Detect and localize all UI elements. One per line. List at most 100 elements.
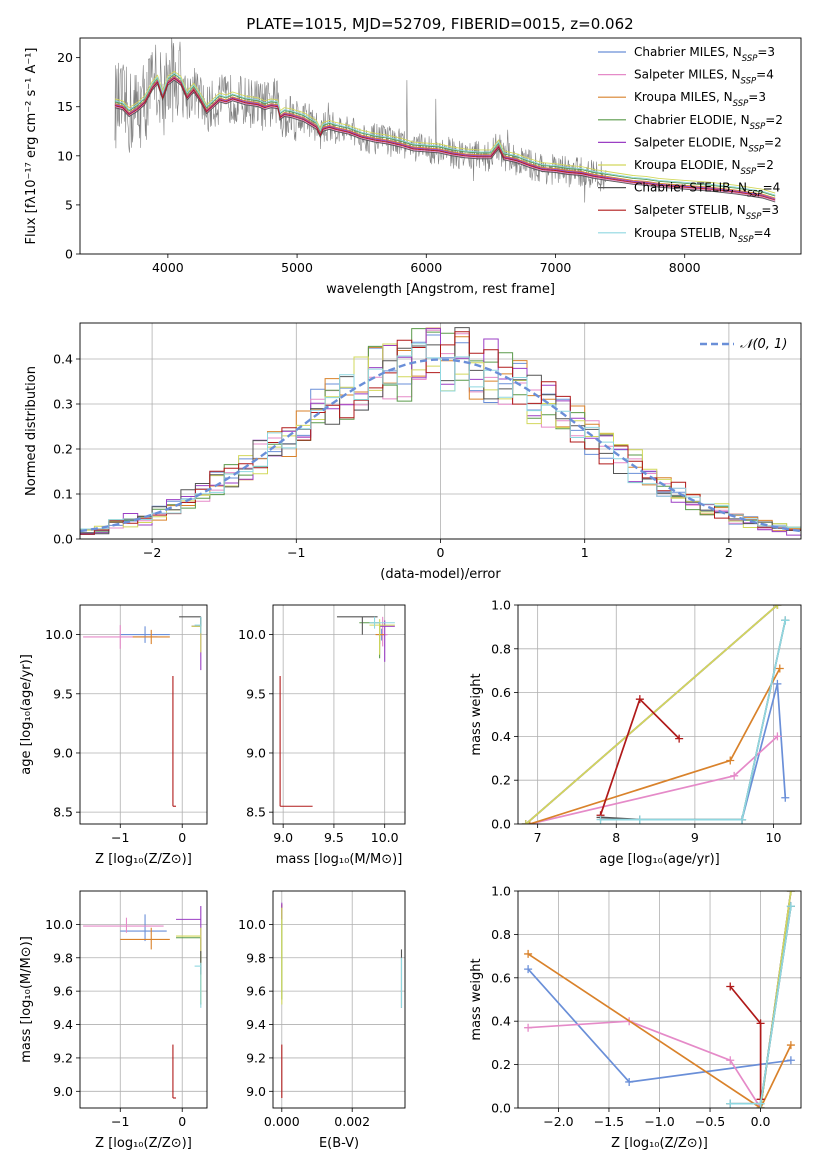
marker-chabrier-miles bbox=[773, 679, 782, 688]
tick-label-y: 9.4 bbox=[246, 1017, 266, 1032]
legend-label: 𝒩(0, 1) bbox=[740, 337, 787, 352]
tick-label-x: 5000 bbox=[281, 260, 313, 275]
series-kroupa-miles bbox=[527, 953, 792, 1108]
legend-subscript: SSP bbox=[738, 235, 754, 245]
tick-label-y: 0.0 bbox=[491, 1101, 511, 1116]
tick-label-x: −1 bbox=[111, 1114, 129, 1129]
y-axis-label: mass [log₁₀(M/M⊙)] bbox=[19, 936, 34, 1063]
tick-label-y: 8.5 bbox=[246, 805, 266, 820]
tick-label-y: 0 bbox=[65, 247, 73, 262]
marker-kroupa-miles bbox=[726, 756, 735, 765]
observed-spectrum bbox=[114, 38, 607, 203]
legend-label: Kroupa STELIB, NSSP=4 bbox=[634, 226, 771, 245]
plot-area-weight-vs-Z bbox=[524, 891, 795, 1108]
marker-kroupa-elodie bbox=[773, 605, 782, 609]
tick-label-y: 10.0 bbox=[238, 627, 266, 642]
legend-label: Salpeter STELIB, NSSP=3 bbox=[634, 203, 779, 222]
model-spectrum-chabrier-stelib bbox=[114, 79, 776, 203]
marker-salpeter-stelib bbox=[635, 695, 644, 704]
marker-salpeter-miles bbox=[524, 1023, 533, 1032]
tick-label-y: 9.8 bbox=[53, 950, 73, 965]
tick-label-y: 9.5 bbox=[246, 686, 266, 701]
tick-label-y: 0.2 bbox=[491, 1057, 511, 1072]
tick-label-y: 1.0 bbox=[491, 884, 511, 899]
tick-label-x: 7000 bbox=[540, 260, 572, 275]
tick-label-y: 9.2 bbox=[246, 1050, 266, 1065]
tick-label-y: 8.5 bbox=[53, 805, 73, 820]
marker-chabrier-miles bbox=[781, 793, 790, 802]
marker-salpeter-miles bbox=[730, 771, 739, 780]
tick-label-x: 9 bbox=[691, 830, 699, 845]
legend-subscript: SSP bbox=[733, 99, 749, 109]
series-chabrier-stelib bbox=[600, 620, 787, 821]
series-salpeter-stelib bbox=[729, 985, 762, 1100]
marker-kroupa-stelib bbox=[635, 815, 644, 824]
y-axis-label: mass weight bbox=[469, 673, 484, 755]
tick-label-y: 0.8 bbox=[491, 927, 511, 942]
spectrum-legend: Chabrier MILES, NSSP=3 Salpeter MILES, NS… bbox=[598, 45, 783, 245]
x-axis-label: Z [log₁₀(Z/Z⊙)] bbox=[95, 1136, 192, 1151]
marker-kroupa-miles bbox=[524, 949, 533, 958]
legend-label: Salpeter ELODIE, NSSP=2 bbox=[634, 135, 782, 154]
tick-label-x: 8 bbox=[612, 830, 620, 845]
axes-frame bbox=[272, 890, 406, 1109]
tick-label-x: 9.5 bbox=[324, 830, 344, 845]
legend-tail: =4 bbox=[763, 181, 781, 195]
figure-title: PLATE=1015, MJD=52709, FIBERID=0015, z=0… bbox=[246, 15, 633, 33]
marker-kroupa-stelib bbox=[786, 902, 795, 911]
tick-label-y: 5 bbox=[65, 197, 73, 212]
axes-frame bbox=[79, 37, 802, 255]
legend-label: Chabrier STELIB, NSSP=4 bbox=[634, 181, 780, 200]
x-axis-label: age [log₁₀(age/yr)] bbox=[599, 852, 720, 867]
tick-label-y: 9.0 bbox=[246, 1084, 266, 1099]
tick-label-y: 0.4 bbox=[491, 1014, 511, 1029]
gaussian-curve bbox=[80, 358, 801, 533]
marker-kroupa-miles bbox=[786, 1041, 795, 1050]
model-spectrum-kroupa-stelib bbox=[114, 72, 776, 196]
x-axis-label: E(B-V) bbox=[319, 1136, 359, 1151]
tick-label-y: 9.5 bbox=[53, 686, 73, 701]
tick-label-x: 9.0 bbox=[273, 830, 293, 845]
axes-frame bbox=[79, 322, 802, 540]
x-axis-label: (data-model)/error bbox=[380, 567, 501, 582]
plot-area-age-vs-Z bbox=[83, 616, 202, 807]
axes-frame bbox=[79, 604, 208, 825]
series-kroupa-miles bbox=[529, 668, 781, 824]
x-axis-label: mass [log₁₀(M/M⊙)] bbox=[276, 852, 403, 867]
legend-subscript: SSP bbox=[748, 144, 764, 154]
legend-subscript: SSP bbox=[741, 77, 757, 87]
tick-label-x: −2.0 bbox=[543, 1114, 573, 1129]
model-spectrum-kroupa-elodie bbox=[114, 70, 776, 194]
plot-area-mass-vs-Z bbox=[83, 906, 202, 1099]
tick-label-x: 0 bbox=[178, 1114, 186, 1129]
legend-tail: =2 bbox=[764, 135, 782, 149]
marker-kroupa-elodie bbox=[521, 820, 530, 824]
axes-frame bbox=[79, 890, 208, 1109]
marker-kroupa-stelib bbox=[596, 815, 605, 824]
tick-label-y: 10 bbox=[57, 148, 73, 163]
marker-kroupa-miles bbox=[775, 664, 784, 673]
tick-label-x: 8000 bbox=[669, 260, 701, 275]
x-axis-label: Z [log₁₀(Z/Z⊙)] bbox=[95, 852, 192, 867]
marker-salpeter-miles bbox=[726, 1056, 735, 1065]
legend-label: Kroupa ELODIE, NSSP=2 bbox=[634, 158, 774, 177]
tick-label-x: 7 bbox=[534, 830, 542, 845]
axes-spectrum: 4000 5000 6000 7000 8000 0 5 10 15 20 wavelength [… bbox=[24, 37, 802, 297]
tick-label-x: −1.0 bbox=[644, 1114, 674, 1129]
model-spectrum-salpeter-elodie bbox=[114, 76, 776, 200]
tick-label-y: 9.0 bbox=[246, 745, 266, 760]
tick-label-y: 10.0 bbox=[238, 917, 266, 932]
legend-tail: =3 bbox=[761, 203, 779, 217]
axes-residuals: −2 −1 0 1 2 0.0 0.1 0.2 0.3 0.4 (data-model)/error… bbox=[24, 322, 802, 582]
plot-area-weight-vs-age bbox=[521, 605, 790, 824]
tick-label-y: 0.4 bbox=[53, 352, 73, 367]
series-kroupa-stelib bbox=[600, 620, 787, 821]
marker-salpeter-miles bbox=[773, 732, 782, 741]
tick-label-x: −1 bbox=[111, 830, 129, 845]
series-chabrier-miles bbox=[741, 683, 787, 820]
legend-label: Salpeter MILES, NSSP=4 bbox=[634, 68, 774, 87]
tick-label-x: −2 bbox=[143, 545, 161, 560]
tick-label-y: 0.1 bbox=[53, 487, 73, 502]
axes-frame bbox=[517, 604, 802, 825]
